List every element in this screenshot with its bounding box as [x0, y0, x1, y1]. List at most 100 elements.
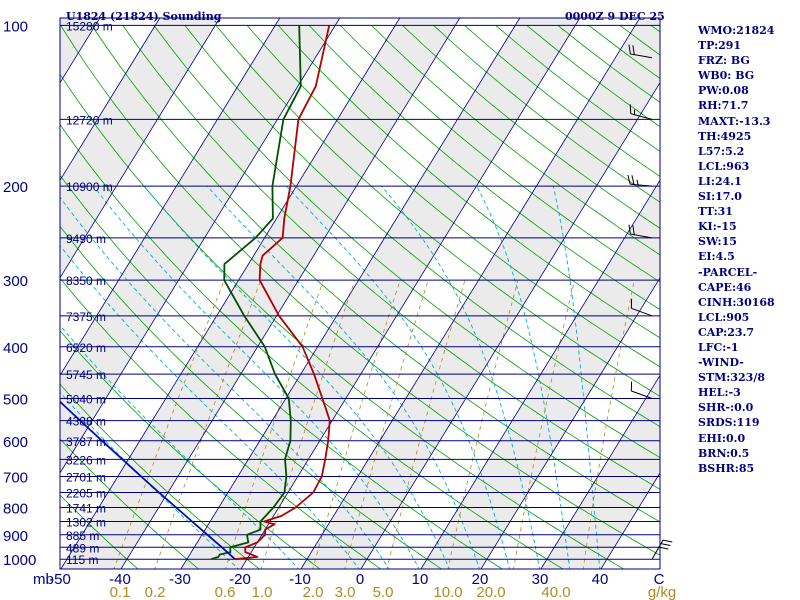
- isobars: [60, 24, 660, 560]
- dry-adiabat: [277, 25, 660, 339]
- wind-barb-flag: [628, 44, 631, 55]
- index-row: LFC:-1: [698, 340, 739, 354]
- mixing-ratio-label: 40.0: [541, 584, 570, 600]
- height-label: 1741 m: [66, 501, 106, 515]
- moist-adiabat: [93, 185, 420, 569]
- isotherm: [420, 179, 660, 569]
- index-row: BRN:0.5: [698, 446, 750, 460]
- wind-barb-flag: [658, 546, 669, 550]
- index-row: RH:71.7: [698, 99, 749, 113]
- isotherm-band: [300, 18, 660, 569]
- dry-adiabat: [246, 25, 660, 368]
- thermo-grid: [60, 18, 660, 569]
- temperature-tick-label: 10: [412, 571, 429, 588]
- index-row: CAPE:46: [698, 280, 752, 294]
- wind-barb: [628, 44, 653, 59]
- dry-adiabat: [60, 225, 443, 569]
- wind-barb-flag: [632, 225, 635, 235]
- index-row: FRZ: BG: [698, 54, 750, 68]
- wind-barb-flag: [628, 224, 631, 235]
- isotherm-band: [180, 18, 580, 569]
- wind-barb: [627, 174, 653, 187]
- pressure-tick-label: 600: [3, 434, 28, 451]
- valid-time: 0000Z 9 DEC 25: [565, 10, 665, 23]
- height-label: 9490 m: [66, 232, 106, 246]
- temperature-tick-label: 0: [356, 571, 364, 588]
- pressure-tick-label: 1000: [3, 552, 36, 569]
- index-row: LCL:963: [698, 159, 750, 173]
- temperature-tick-label: 30: [532, 571, 549, 588]
- mixing-ratio-line: [386, 279, 466, 569]
- dry-adiabat: [60, 494, 139, 569]
- index-row: EI:4.5: [698, 250, 735, 264]
- height-label: 4388 m: [66, 415, 106, 429]
- dry-adiabat: [60, 174, 504, 569]
- dry-adiabat: [153, 25, 660, 458]
- mixing-ratio-line: [312, 279, 401, 569]
- index-row: -PARCEL-: [698, 265, 758, 279]
- height-label: 3226 m: [66, 453, 106, 467]
- index-row: SW:15: [698, 235, 737, 249]
- moist-adiabat: [60, 324, 300, 569]
- temperature-unit-label: C: [654, 571, 665, 588]
- wind-barb-flag: [660, 543, 671, 547]
- dry-adiabat: [60, 73, 625, 569]
- mixing-ratio-label: 5.0: [373, 584, 394, 600]
- pressure-tick-label: 700: [3, 470, 28, 487]
- index-row: STM:323/8: [698, 371, 765, 385]
- isotherm: [240, 18, 581, 569]
- temperature-tick-label: -10: [289, 571, 311, 588]
- wind-barb-flag: [631, 175, 635, 185]
- wind-barb-staff: [631, 307, 653, 317]
- station-title: U1824 (21824) Sounding: [66, 10, 222, 23]
- height-label: 10900 m: [66, 180, 113, 194]
- isotherm: [540, 374, 660, 569]
- wind-barb-flag: [632, 45, 635, 55]
- isotherm: [360, 81, 660, 569]
- wind-barb-flag: [629, 104, 632, 114]
- temperature-trace: [234, 25, 331, 561]
- dry-adiabat: [371, 25, 660, 256]
- mixing-ratio-line: [225, 279, 324, 569]
- height-label: 3787 m: [66, 435, 106, 449]
- isotherm: [180, 18, 521, 569]
- mixing-ratio-line: [447, 279, 519, 569]
- dry-adiabat: [60, 25, 660, 556]
- moist-adiabat: [143, 185, 450, 569]
- isotherm: [60, 18, 401, 569]
- pressure-tick-label: 500: [3, 392, 28, 409]
- dry-adiabat: [60, 438, 200, 569]
- pressure-tick-label: 900: [3, 528, 28, 545]
- index-row: WMO:21824: [698, 24, 775, 37]
- isotherm: [300, 18, 641, 569]
- dry-adiabat: [60, 383, 261, 569]
- pressure-tick-label: 800: [3, 500, 28, 517]
- index-row: PW:0.08: [698, 84, 749, 98]
- wind-barb: [629, 104, 653, 120]
- pressure-tick-label: 400: [3, 340, 28, 357]
- pressure-tick-label: 300: [3, 273, 28, 290]
- height-label: 5040 m: [66, 393, 106, 407]
- index-row: KI:-15: [698, 220, 737, 234]
- moist-adiabat: [60, 244, 360, 569]
- index-row: TT:31: [698, 205, 733, 219]
- temperature-tick-label: -50: [49, 571, 71, 588]
- dry-adiabat: [91, 25, 660, 523]
- height-label: 6520 m: [66, 341, 106, 355]
- isotherm: [60, 18, 281, 377]
- height-label: 8350 m: [66, 274, 106, 288]
- index-row: TH:4925: [698, 129, 752, 143]
- index-row: CINH:30168: [698, 295, 775, 309]
- moist-adiabat: [285, 185, 511, 569]
- isotherm: [480, 277, 660, 569]
- pressure-tick-label: 100: [3, 18, 28, 35]
- height-label: 7375 m: [66, 310, 106, 324]
- moist-adiabat: [206, 185, 480, 569]
- parcel-trace: [60, 400, 236, 560]
- mixing-ratio-line: [513, 280, 575, 569]
- mixing-ratio-label: 2.0: [303, 584, 324, 600]
- mixing-ratio-label: 0.1: [110, 584, 131, 600]
- index-row: HEL:-3: [698, 386, 741, 400]
